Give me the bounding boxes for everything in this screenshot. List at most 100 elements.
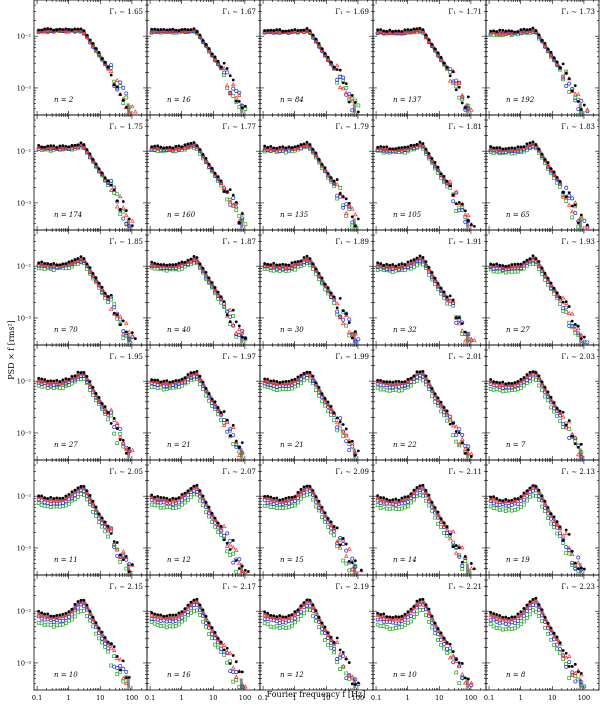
data-point-black bbox=[495, 263, 498, 266]
data-point-black bbox=[583, 336, 586, 339]
data-point-black bbox=[571, 205, 574, 208]
data-point-black bbox=[376, 146, 379, 149]
data-point-green bbox=[95, 514, 98, 517]
model-line bbox=[580, 218, 581, 228]
data-point-black bbox=[553, 56, 556, 59]
data-point-green bbox=[504, 389, 507, 392]
data-point-black bbox=[562, 191, 565, 194]
data-point-black bbox=[522, 261, 525, 264]
data-point-blue bbox=[339, 417, 342, 420]
data-point-black bbox=[574, 84, 577, 87]
data-point-black bbox=[238, 446, 241, 449]
data-point-green bbox=[238, 214, 241, 217]
gamma-label: Γ₁ ∼ 2.03 bbox=[561, 353, 595, 361]
data-point-green bbox=[278, 270, 281, 273]
data-point-black bbox=[504, 265, 507, 268]
data-point-black bbox=[345, 428, 348, 431]
data-point-black bbox=[425, 375, 428, 378]
data-point-black bbox=[235, 320, 238, 323]
data-point-red bbox=[345, 91, 348, 94]
panel: Γ₁ ∼ 1.89n = 30 bbox=[260, 230, 373, 345]
data-point-black bbox=[263, 29, 266, 32]
data-point-green bbox=[565, 311, 568, 314]
data-point-green bbox=[37, 502, 40, 505]
data-point-black bbox=[400, 146, 403, 149]
data-point-black bbox=[83, 371, 86, 374]
data-point-black bbox=[171, 380, 174, 383]
data-point-black bbox=[43, 262, 46, 265]
data-point-black bbox=[150, 145, 153, 148]
data-point-black bbox=[67, 145, 70, 148]
data-point-black bbox=[122, 439, 125, 442]
data-point-black bbox=[559, 180, 562, 183]
data-point-black bbox=[187, 259, 190, 262]
y-tick-label: 10⁻³ bbox=[17, 84, 32, 92]
data-point-green bbox=[492, 388, 495, 391]
data-point-black bbox=[400, 30, 403, 33]
data-point-black bbox=[153, 262, 156, 265]
data-point-black bbox=[217, 175, 220, 178]
data-point-green bbox=[116, 317, 119, 320]
data-point-black bbox=[431, 43, 434, 46]
data-point-black bbox=[190, 142, 193, 145]
data-point-black bbox=[385, 145, 388, 148]
data-point-black bbox=[290, 29, 293, 32]
data-point-black bbox=[107, 411, 110, 414]
data-point-green bbox=[531, 377, 534, 380]
data-point-black bbox=[526, 373, 529, 376]
data-point-black bbox=[269, 145, 272, 148]
data-point-black bbox=[269, 379, 272, 382]
data-point-black bbox=[559, 66, 562, 69]
data-point-black bbox=[55, 29, 58, 32]
data-point-black bbox=[382, 380, 385, 383]
data-point-green bbox=[339, 427, 342, 430]
data-point-black bbox=[61, 28, 64, 31]
data-point-black bbox=[110, 422, 113, 425]
data-point-black bbox=[266, 263, 269, 266]
data-point-black bbox=[345, 82, 348, 85]
gamma-label: Γ₁ ∼ 1.95 bbox=[109, 353, 143, 361]
data-point-green bbox=[49, 505, 52, 508]
data-point-black bbox=[492, 146, 495, 149]
data-point-black bbox=[428, 152, 431, 155]
data-point-blue bbox=[568, 82, 571, 85]
data-point-black bbox=[193, 255, 196, 258]
n-label: n = 174 bbox=[54, 211, 82, 219]
data-point-green bbox=[562, 310, 565, 313]
data-point-black bbox=[122, 200, 125, 203]
data-point-black bbox=[577, 100, 580, 103]
data-point-blue bbox=[455, 321, 458, 324]
data-point-black bbox=[202, 39, 205, 42]
data-point-black bbox=[489, 145, 492, 148]
data-point-green bbox=[79, 378, 82, 381]
data-point-black bbox=[300, 374, 303, 377]
data-point-black bbox=[327, 172, 330, 175]
data-point-black bbox=[443, 62, 446, 65]
data-point-black bbox=[339, 297, 342, 300]
data-point-black bbox=[80, 485, 83, 488]
data-point-black bbox=[199, 375, 202, 378]
data-point-black bbox=[113, 189, 116, 192]
data-point-black bbox=[495, 30, 498, 33]
data-point-black bbox=[37, 29, 40, 32]
data-point-green bbox=[528, 380, 531, 383]
data-point-black bbox=[568, 419, 571, 422]
data-point-black bbox=[199, 263, 202, 266]
data-point-green bbox=[522, 384, 525, 387]
data-point-black bbox=[351, 337, 354, 340]
data-point-black bbox=[336, 306, 339, 309]
gamma-label: Γ₁ ∼ 1.81 bbox=[448, 123, 482, 131]
data-point-black bbox=[61, 144, 64, 147]
data-point-black bbox=[303, 142, 306, 145]
gamma-label: Γ₁ ∼ 1.71 bbox=[448, 8, 482, 16]
data-point-black bbox=[507, 29, 510, 32]
data-point-black bbox=[394, 147, 397, 150]
data-point-black bbox=[571, 435, 574, 438]
data-point-black bbox=[422, 256, 425, 259]
data-point-black bbox=[290, 379, 293, 382]
panel-frame bbox=[260, 115, 373, 230]
y-tick-label: 10⁻³ bbox=[17, 199, 32, 207]
data-point-black bbox=[556, 291, 559, 294]
data-point-black bbox=[504, 382, 507, 385]
